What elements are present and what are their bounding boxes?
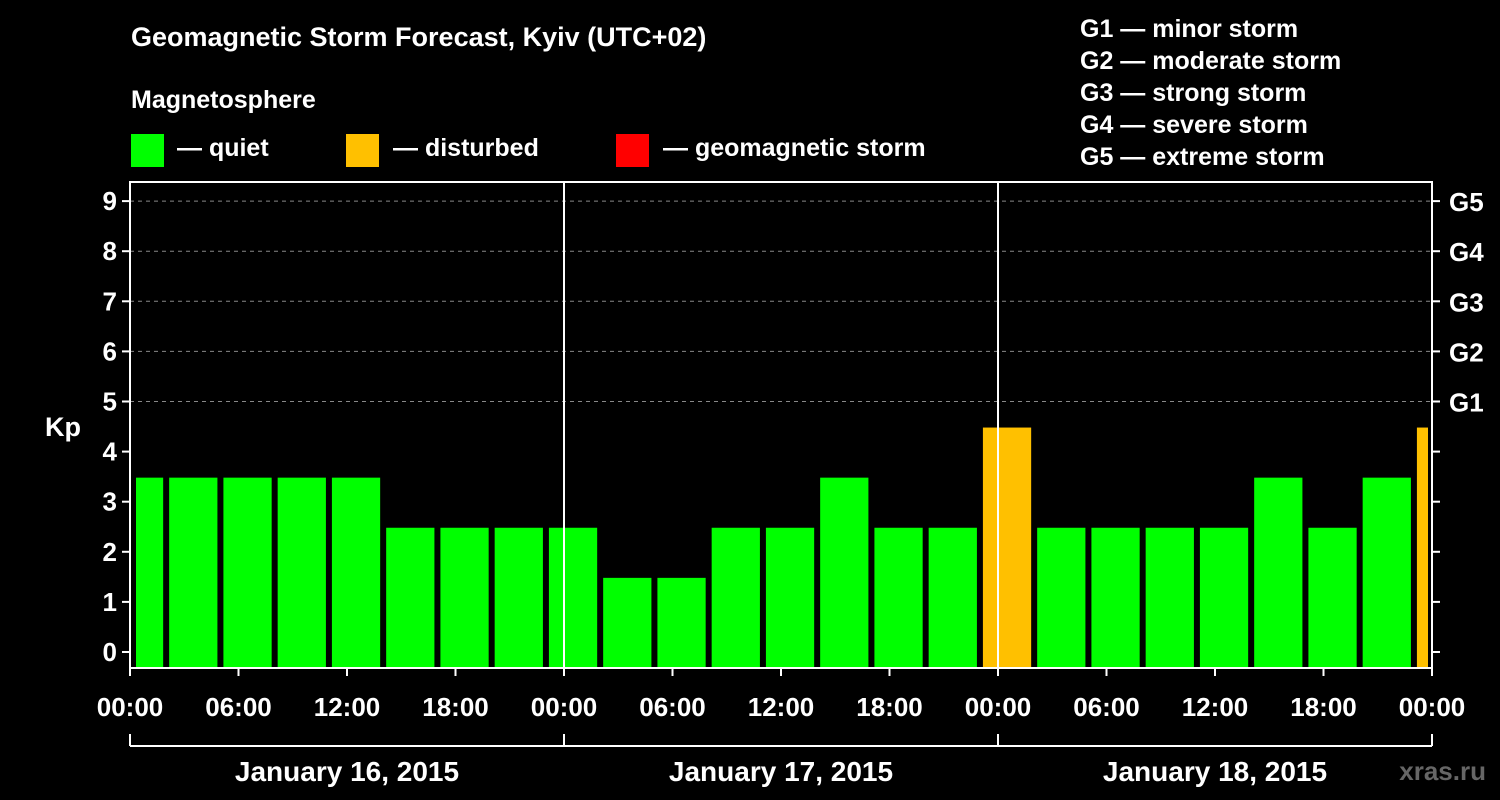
legend-label-quiet: — quiet bbox=[177, 134, 269, 162]
g-level-g2: G2 — moderate storm bbox=[1080, 47, 1342, 75]
bar-quiet bbox=[277, 477, 326, 668]
g-level-g3: G3 — strong storm bbox=[1080, 79, 1307, 107]
legend-label-storm: — geomagnetic storm bbox=[663, 134, 926, 162]
bar-quiet bbox=[1037, 527, 1086, 668]
bar-quiet bbox=[548, 527, 598, 668]
bar-quiet bbox=[1308, 527, 1357, 668]
bar-quiet bbox=[657, 577, 706, 668]
bar-quiet bbox=[765, 527, 815, 668]
g-axis-label: G3 bbox=[1449, 287, 1484, 317]
bar-quiet bbox=[1091, 527, 1140, 668]
bar-quiet bbox=[1199, 527, 1249, 668]
g-axis-label: G1 bbox=[1449, 388, 1484, 418]
bar-quiet bbox=[820, 477, 869, 668]
day-label: January 18, 2015 bbox=[1103, 756, 1327, 787]
x-tick-label: 00:00 bbox=[965, 692, 1032, 722]
x-tick-label: 00:00 bbox=[97, 692, 164, 722]
x-tick-label: 12:00 bbox=[314, 692, 381, 722]
x-tick-label: 00:00 bbox=[1399, 692, 1466, 722]
chart-title: Geomagnetic Storm Forecast, Kyiv (UTC+02… bbox=[131, 22, 707, 52]
g-axis-label: G4 bbox=[1449, 237, 1484, 267]
watermark: xras.ru bbox=[1399, 756, 1486, 786]
bar-quiet bbox=[1362, 477, 1411, 668]
y-tick-label: 8 bbox=[103, 236, 117, 266]
y-tick-label: 5 bbox=[103, 387, 117, 417]
x-tick-label: 12:00 bbox=[1182, 692, 1249, 722]
day-label: January 17, 2015 bbox=[669, 756, 893, 787]
y-tick-label: 4 bbox=[103, 437, 118, 467]
g-axis-label: G5 bbox=[1449, 187, 1484, 217]
g-level-g5: G5 — extreme storm bbox=[1080, 143, 1325, 171]
bar-quiet bbox=[440, 527, 489, 668]
bar-disturbed bbox=[1416, 427, 1428, 668]
bar-quiet bbox=[331, 477, 381, 668]
g-level-g1: G1 — minor storm bbox=[1080, 15, 1299, 43]
x-tick-label: 06:00 bbox=[639, 692, 706, 722]
x-tick-label: 18:00 bbox=[856, 692, 923, 722]
x-tick-label: 12:00 bbox=[748, 692, 815, 722]
legend-swatch-disturbed bbox=[346, 134, 379, 167]
bar-quiet bbox=[386, 527, 435, 668]
g-level-g4: G4 — severe storm bbox=[1080, 111, 1308, 139]
bar-quiet bbox=[711, 527, 760, 668]
bar-quiet bbox=[494, 527, 543, 668]
y-tick-label: 6 bbox=[103, 336, 117, 366]
y-tick-label: 0 bbox=[103, 637, 117, 667]
y-tick-label: 9 bbox=[103, 186, 117, 216]
y-tick-label: 1 bbox=[103, 587, 117, 617]
bar-quiet bbox=[223, 477, 272, 668]
bar-disturbed bbox=[982, 427, 1032, 668]
bar-quiet bbox=[1254, 477, 1303, 668]
bar-quiet bbox=[603, 577, 652, 668]
day-label: January 16, 2015 bbox=[235, 756, 459, 787]
bar-quiet bbox=[928, 527, 977, 668]
bar-quiet bbox=[1145, 527, 1194, 668]
legend-swatch-storm bbox=[616, 134, 649, 167]
bar-quiet bbox=[136, 477, 164, 668]
y-tick-label: 7 bbox=[103, 286, 117, 316]
x-tick-label: 06:00 bbox=[1073, 692, 1140, 722]
x-tick-label: 00:00 bbox=[531, 692, 598, 722]
x-tick-label: 06:00 bbox=[205, 692, 272, 722]
bar-quiet bbox=[169, 477, 218, 668]
legend-swatch-quiet bbox=[131, 134, 164, 167]
legend-label-disturbed: — disturbed bbox=[393, 134, 539, 162]
bar-quiet bbox=[874, 527, 923, 668]
x-tick-label: 18:00 bbox=[422, 692, 489, 722]
g-axis-label: G2 bbox=[1449, 337, 1484, 367]
y-axis-label: Kp bbox=[45, 412, 81, 442]
legend-heading: Magnetosphere bbox=[131, 86, 316, 114]
y-tick-label: 2 bbox=[103, 537, 117, 567]
y-tick-label: 3 bbox=[103, 487, 117, 517]
x-tick-label: 18:00 bbox=[1290, 692, 1357, 722]
